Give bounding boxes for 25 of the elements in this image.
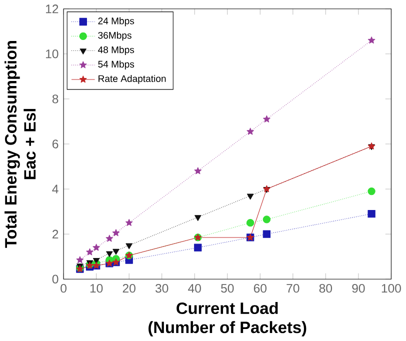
legend-label: 24 Mbps <box>98 17 134 26</box>
x-tick-label: 80 <box>319 284 332 293</box>
y-tick-label: 2 <box>52 230 58 238</box>
y-tick-label: 12 <box>46 4 58 14</box>
x-tick-label: 100 <box>382 284 401 293</box>
x-tick-label: 30 <box>155 284 168 293</box>
x-tick-label: 40 <box>188 284 201 293</box>
y-axis-title: Total Energy Consumption Eac + Esl <box>4 40 36 248</box>
x-tick-label: 60 <box>254 284 267 293</box>
x-tick-label: 70 <box>286 284 300 293</box>
x-tick-label: 90 <box>352 284 365 293</box>
legend-label: 54 Mbps <box>98 60 134 70</box>
x-tick-label: 0 <box>60 284 66 293</box>
y-tick-label: 6 <box>52 140 58 148</box>
x-axis-title: Current Load (Number of Packets) <box>148 302 306 336</box>
legend-label: 48 Mbps <box>98 46 134 56</box>
x-tick-label: 10 <box>90 284 103 293</box>
y-tick-label: 0 <box>52 274 58 284</box>
y-tick-label: 10 <box>46 50 58 58</box>
x-tick-label: 50 <box>221 284 234 293</box>
y-tick-label: 4 <box>52 184 58 194</box>
x-tick-label: 20 <box>122 284 136 293</box>
y-tick-label: 8 <box>52 94 58 104</box>
legend-label: 36Mbps <box>98 32 132 41</box>
legend-label: Rate Adaptation <box>98 75 166 84</box>
